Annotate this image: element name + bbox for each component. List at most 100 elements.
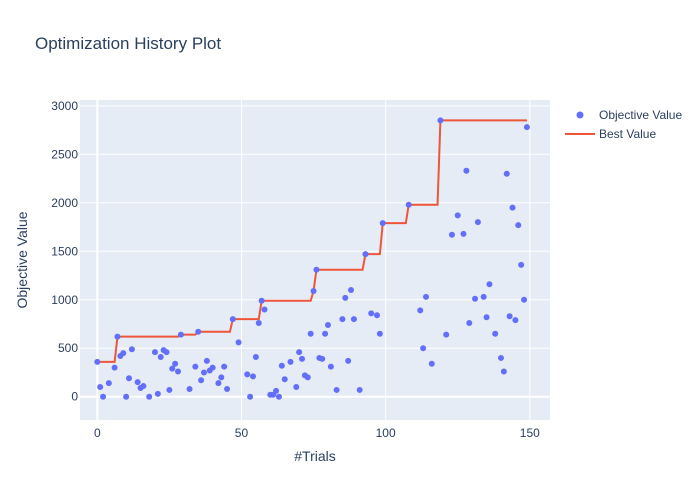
objective-point [97, 384, 104, 391]
y-tick-label: 0 [71, 390, 78, 404]
objective-point [368, 310, 375, 317]
objective-point [417, 307, 424, 314]
objective-point [327, 363, 334, 370]
objective-point [151, 349, 158, 356]
legend-objective-marker [576, 111, 584, 119]
objective-point [437, 117, 444, 124]
objective-point [466, 320, 473, 327]
objective-point [518, 261, 525, 268]
objective-point [521, 296, 528, 303]
y-tick-label: 2500 [51, 147, 78, 161]
objective-point [128, 346, 135, 353]
objective-point [169, 365, 176, 372]
objective-point [186, 385, 193, 392]
objective-point [356, 386, 363, 393]
objective-point [200, 369, 207, 376]
objective-point [310, 288, 317, 295]
objective-point [209, 364, 216, 371]
objective-point [497, 354, 504, 361]
objective-point [474, 219, 481, 226]
objective-point [273, 387, 280, 394]
objective-point [472, 295, 479, 302]
objective-point [486, 281, 493, 288]
objective-point [509, 204, 516, 211]
objective-point [420, 345, 427, 352]
objective-point [100, 393, 107, 400]
objective-point [229, 316, 236, 323]
objective-point [154, 390, 161, 397]
y-axis-title: Objective Value [14, 211, 30, 308]
objective-point [500, 368, 507, 375]
objective-point [324, 321, 331, 328]
objective-point [250, 373, 257, 380]
objective-point [503, 170, 510, 177]
objective-point [163, 349, 170, 356]
objective-point [463, 167, 470, 174]
objective-point [339, 316, 346, 323]
objective-point [376, 330, 383, 337]
objective-point [480, 293, 487, 300]
objective-point [94, 358, 101, 365]
objective-point [342, 294, 349, 301]
objective-point [146, 393, 153, 400]
y-tick-label: 1000 [51, 293, 78, 307]
objective-point [515, 222, 522, 229]
y-tick-label: 1500 [51, 244, 78, 258]
objective-point [350, 316, 357, 323]
objective-point [172, 360, 179, 367]
objective-point [120, 350, 127, 357]
objective-point [105, 380, 112, 387]
objective-point [192, 363, 199, 370]
objective-point [296, 349, 303, 356]
y-tick-label: 500 [58, 341, 78, 355]
objective-point [281, 376, 288, 383]
objective-point [198, 377, 205, 384]
x-tick-labels: 0 50 100 150 [94, 426, 540, 440]
x-tick-label: 50 [235, 426, 249, 440]
objective-point [215, 380, 222, 387]
objective-point [278, 362, 285, 369]
objective-point [307, 330, 314, 337]
objective-point [203, 357, 210, 364]
objective-point [177, 331, 184, 338]
objective-point [218, 374, 225, 381]
objective-point [483, 314, 490, 321]
objective-point [428, 360, 435, 367]
objective-point [348, 287, 355, 294]
objective-point [405, 201, 412, 208]
objective-points-layer [94, 117, 530, 400]
y-tick-label: 2000 [51, 196, 78, 210]
objective-point [261, 306, 268, 313]
objective-point [443, 331, 450, 338]
x-tick-label: 150 [520, 426, 540, 440]
grid-lines [80, 100, 550, 420]
legend-objective-label[interactable]: Objective Value [599, 108, 682, 122]
objective-point [304, 374, 311, 381]
objective-point [166, 386, 173, 393]
objective-point [345, 357, 352, 364]
objective-point [123, 393, 130, 400]
y-tick-label: 3000 [51, 99, 78, 113]
objective-point [322, 330, 329, 337]
objective-point [175, 368, 182, 375]
objective-point [221, 363, 228, 370]
objective-point [299, 355, 306, 362]
plot-area [80, 100, 550, 420]
objective-point [454, 212, 461, 219]
objective-point [244, 371, 251, 378]
objective-point [313, 266, 320, 273]
objective-point [247, 393, 254, 400]
objective-point [126, 375, 133, 382]
objective-point [293, 384, 300, 391]
x-tick-label: 100 [376, 426, 396, 440]
objective-point [275, 393, 282, 400]
objective-point [224, 385, 231, 392]
legend[interactable]: Objective Value Best Value [565, 108, 682, 141]
objective-point [255, 320, 262, 327]
objective-point [379, 220, 386, 227]
legend-best-label[interactable]: Best Value [599, 127, 656, 141]
objective-point [319, 355, 326, 362]
objective-point [157, 353, 164, 360]
